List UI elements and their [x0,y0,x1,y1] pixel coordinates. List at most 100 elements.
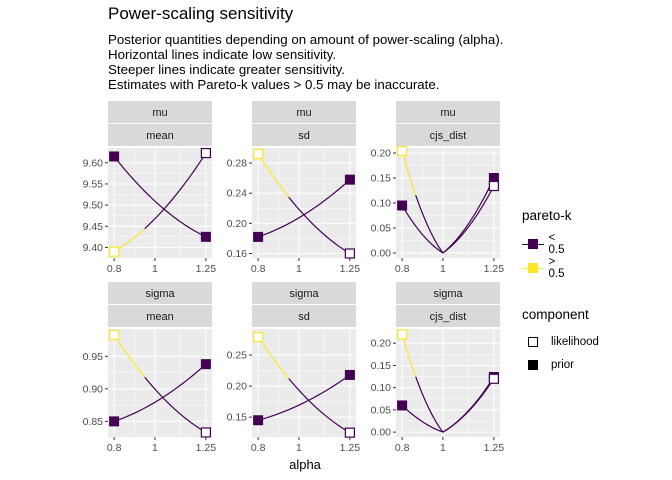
panel-3-y-tick-label: 0.00 [371,248,392,260]
panel-6-y-tick-label: 0.15 [371,360,392,372]
panel-1-y-tick-label: 9.55 [83,178,104,190]
panel-5-likelihood-point [344,427,355,438]
panel-6-x-tick-label: 0.8 [395,442,410,454]
panel-6-likelihood-point [397,329,408,340]
panel-2-prior-point [253,231,264,242]
legend-label-high-k: > 0.5 [548,256,565,280]
panel-4-x-tick-label: 1 [152,442,158,454]
chart-title: Power-scaling sensitivity [108,4,294,23]
panel-4-prior-point [109,416,120,427]
panel-5-likelihood-point [253,331,264,343]
panel-3-likelihood-point [488,180,499,192]
legend-label-likelihood: likelihood [551,336,599,348]
panel-1-y-tick-label: 9.45 [83,221,104,233]
panel-4-likelihood-line-high-k [113,334,146,378]
panel-3-x-tick-label: 1 [440,263,446,275]
panel-6-strip-bottom-label: cjs_dist [430,311,467,323]
panel-5-y-tick-label: 0.15 [227,412,248,424]
panel-2-prior-point [344,174,355,185]
subtitle-line-2: Horizontal lines indicate low sensitivit… [108,47,337,62]
panel-4-likelihood-point [200,427,211,438]
panel-1-strip-bottom-bg [108,124,212,146]
panel-6-strip-bottom-bg [396,305,500,327]
panel-3-prior-line [442,177,495,254]
panel-5-y-tick-label: 0.25 [227,350,248,362]
legend-key-low-k [522,233,544,255]
panel-4-x-tick-label: 0.8 [107,442,122,454]
legend-key-likelihood [522,331,544,353]
panel-2-strip-top-bg [252,101,356,123]
panel-5-strip-top-label: sigma [289,288,319,300]
panel-6-likelihood-line [442,378,495,433]
panel-3-likelihood-line [415,195,444,254]
panel-1-strip-bottom-label: mean [146,130,174,142]
panel-2-x-tick-label: 1 [296,263,302,275]
panel-3-y-tick-label: 0.20 [371,148,392,160]
panel-3-likelihood-line [442,185,495,254]
panel-2-likelihood-line-high-k [257,153,290,198]
panel-2-x-tick-label: 0.8 [251,263,266,275]
panel-3-x-tick-label: 0.8 [395,263,410,275]
panel-1-y-tick-label: 9.60 [83,157,104,169]
panel-6-y-tick-label: 0.05 [371,404,392,416]
pareto-k-legend-title: pareto-k [522,208,572,223]
panel-2-likelihood-point [344,248,355,259]
subtitle-line-3: Steeper lines indicate greater sensitivi… [108,62,345,77]
panel-6-x-tick-label: 1.25 [484,442,505,454]
panel-1-y-tick-label: 9.40 [83,242,104,254]
pareto-k-legend: pareto-k < 0.5 > 0.5 [522,208,572,280]
panel-5-likelihood-line [288,378,351,434]
panel-5-prior-line [257,374,351,421]
panel-4-likelihood-line [144,376,207,433]
panel-5-x-tick-label: 1.25 [340,442,361,454]
panel-6-x-tick-label: 1 [440,442,446,454]
panel-2-y-tick-label: 0.24 [227,188,248,200]
panel-2-y-tick-label: 0.20 [227,218,248,230]
legend-item-prior: prior [522,354,574,376]
panel-4-y-tick-label: 0.95 [83,351,104,363]
panel-4-prior-line [113,363,207,422]
panel-6-y-tick-label: 0.00 [371,427,392,439]
component-legend-title: component [522,307,589,322]
panel-3-likelihood-point [397,145,408,157]
panel-4-strip-top-label: sigma [145,288,175,300]
panel-5-x-tick-label: 1 [296,442,302,454]
legend-item-high-k: > 0.5 [522,256,572,280]
legend-label-prior: prior [551,359,575,371]
panel-2-x-tick-label: 1.25 [340,263,361,275]
component-legend: component likelihood prior [522,307,599,371]
panel-1-likelihood-point [109,246,120,257]
panel-2-likelihood-line [288,196,351,254]
subtitle-line-4: Estimates with Pareto-k values > 0.5 may… [108,77,440,92]
panel-4-likelihood-point [109,329,120,340]
panel-4-y-tick-label: 0.90 [83,383,104,395]
panel-3-strip-bottom-bg [396,124,500,146]
panel-1-x-tick-label: 1 [152,263,158,275]
panel-6-strip-top-label: sigma [433,288,463,300]
panel-6-background [396,329,500,437]
panel-1-x-tick-label: 0.8 [107,263,122,275]
panel-3-prior-line [401,205,444,254]
panel-2-background [252,148,356,258]
panel-1-prior-point [109,151,120,162]
panel-4-strip-bottom-bg [108,305,212,327]
panel-3-y-tick-label: 0.10 [371,198,392,210]
panel-4-strip-top-bg [108,282,212,304]
panel-5-x-tick-label: 0.8 [251,442,266,454]
panel-1-background [108,148,212,258]
panel-1-strip-top-bg [108,101,212,123]
panel-6-y-tick-label: 0.20 [371,338,392,350]
panel-6-likelihood-line-high-k [401,334,417,377]
panel-1-y-tick-label: 9.50 [83,200,104,212]
panel-3-y-tick-label: 0.05 [371,223,392,235]
legend-key-high-k [522,257,544,279]
panel-3-prior-point [488,173,499,183]
panel-1-prior-line [113,156,207,238]
panel-1-likelihood-line [144,152,207,230]
panel-3-strip-top-bg [396,101,500,123]
legend-label-low-k: < 0.5 [548,232,565,256]
panel-4-prior-point [200,359,211,370]
panel-2-y-tick-label: 0.16 [227,248,248,260]
panel-3-strip-top-label: mu [440,107,455,119]
panel-2-y-tick-label: 0.28 [227,158,248,170]
